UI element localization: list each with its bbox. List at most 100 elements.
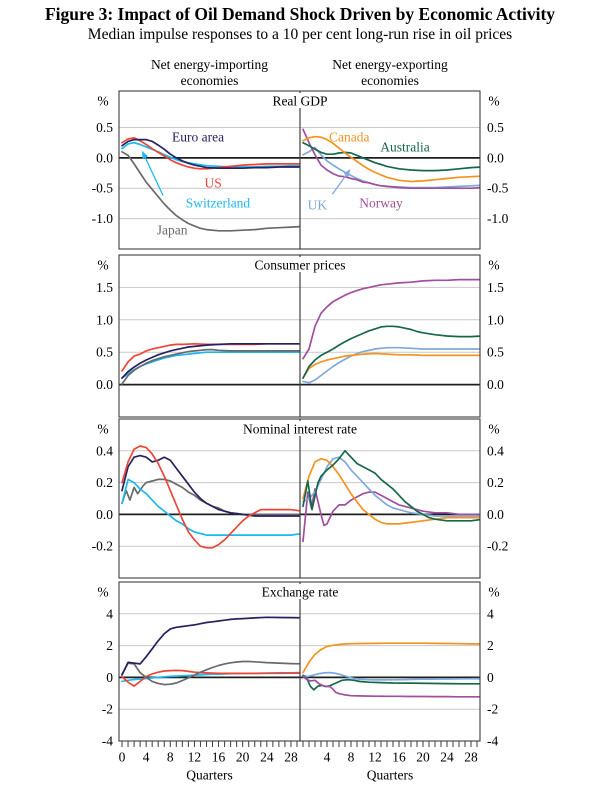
- series-cpi-exporting-norway: [302, 278, 480, 360]
- series-gdp-importing-us: [121, 136, 300, 170]
- column-header-exporting-line1: Net energy-exporting: [332, 57, 448, 72]
- y-tick-right-gdp-0.5: 0.5: [487, 120, 504, 135]
- annotation-arrow-switzerland: [141, 150, 164, 196]
- column-header-importing-line1: Net energy-importing: [150, 57, 269, 72]
- y-tick-left-rate-0.4: 0.4: [96, 443, 113, 458]
- y-tick-right-fx-2: 2: [487, 638, 494, 653]
- column-header-importing-line2: economies: [180, 72, 239, 88]
- percent-sign: %: [488, 422, 499, 437]
- panel-title-fx: Exchange rate: [262, 585, 339, 600]
- y-tick-right-cpi-0.0: 0.0: [487, 377, 504, 392]
- x-axis-title-exporting: Quarters: [367, 768, 413, 783]
- series-rate-exporting-australia: [302, 449, 480, 522]
- series-fx-exporting-uk: [302, 671, 480, 681]
- series-cpi-importing-switzerland: [121, 351, 300, 379]
- economy-label-us: US: [204, 175, 221, 190]
- y-tick-left-fx-4: 4: [106, 606, 113, 621]
- panel-title-bg-cpi: [243, 257, 357, 272]
- y-tick-left-gdp--0.5: -0.5: [92, 181, 114, 196]
- y-tick-right-fx-0: 0: [487, 670, 494, 685]
- series-cpi-importing-euro_area: [121, 342, 300, 379]
- y-tick-left-fx--2: -2: [102, 702, 113, 717]
- series-rate-exporting-canada: [302, 457, 480, 525]
- y-tick-right-rate-0.4: 0.4: [487, 443, 504, 458]
- y-tick-right-fx--4: -4: [487, 734, 498, 749]
- economy-label-uk: UK: [308, 198, 328, 213]
- percent-sign: %: [488, 258, 499, 273]
- y-tick-right-gdp-0.0: 0.0: [487, 150, 504, 165]
- x-tick-label-exporting-4: 4: [324, 750, 331, 765]
- series-rate-exporting-uk: [302, 456, 480, 517]
- panel-frame-fx-exporting: [299, 581, 481, 742]
- x-tick-label-exporting-28: 28: [464, 750, 478, 765]
- x-tick-label-importing-24: 24: [260, 750, 274, 765]
- series-cpi-importing-japan: [121, 348, 300, 385]
- y-tick-left-cpi-0.5: 0.5: [96, 345, 113, 360]
- series-cpi-importing-us: [121, 342, 300, 372]
- series-rate-importing-switzerland: [121, 478, 300, 536]
- series-gdp-exporting-australia: [302, 141, 480, 172]
- economy-label-switzerland: Switzerland: [186, 195, 251, 210]
- y-tick-left-gdp-0.0: 0.0: [96, 150, 113, 165]
- x-tick-label-exporting-24: 24: [440, 750, 454, 765]
- column-header-exporting: Net energy-exporting economies: [300, 57, 480, 89]
- x-tick-label-importing-0: 0: [119, 750, 126, 765]
- y-tick-right-fx-4: 4: [487, 606, 494, 621]
- economy-label-euro_area: Euro area: [172, 130, 224, 145]
- series-fx-exporting-australia: [302, 674, 480, 691]
- x-tick-label-exporting-16: 16: [392, 750, 406, 765]
- panel-title-rate: Nominal interest rate: [243, 422, 357, 437]
- series-fx-importing-us: [121, 669, 300, 687]
- y-tick-left-cpi-1.5: 1.5: [96, 280, 113, 295]
- y-tick-left-fx-2: 2: [106, 638, 113, 653]
- annotation-arrow-uk: [331, 169, 351, 195]
- y-tick-right-cpi-1.0: 1.0: [487, 312, 504, 327]
- percent-sign: %: [97, 585, 108, 600]
- y-tick-left-cpi-1.0: 1.0: [96, 312, 113, 327]
- panel-frame-gdp-importing: [118, 90, 301, 250]
- series-gdp-exporting-canada: [302, 135, 480, 183]
- series-fx-importing-japan: [121, 660, 300, 686]
- panel-frame-cpi-importing: [118, 254, 301, 418]
- y-tick-left-rate--0.2: -0.2: [92, 539, 113, 554]
- series-fx-exporting-norway: [302, 675, 480, 698]
- panel-frame-rate-importing: [118, 418, 301, 579]
- x-tick-label-exporting-8: 8: [348, 750, 355, 765]
- y-tick-left-gdp--1.0: -1.0: [92, 211, 114, 226]
- y-tick-left-cpi-0.0: 0.0: [96, 377, 113, 392]
- x-tick-label-importing-8: 8: [167, 750, 174, 765]
- y-tick-right-cpi-0.5: 0.5: [487, 345, 504, 360]
- x-tick-label-exporting-12: 12: [368, 750, 382, 765]
- economy-label-canada: Canada: [329, 130, 369, 145]
- percent-sign: %: [97, 258, 108, 273]
- y-tick-right-rate-0.0: 0.0: [487, 507, 504, 522]
- panel-title-gdp: Real GDP: [272, 94, 327, 109]
- x-tick-label-importing-12: 12: [188, 750, 202, 765]
- percent-sign: %: [488, 94, 499, 109]
- panel-title-cpi: Consumer prices: [254, 258, 345, 273]
- series-gdp-importing-japan: [121, 150, 300, 232]
- panel-frame-cpi-exporting: [299, 254, 481, 418]
- series-fx-importing-euro_area: [121, 616, 300, 676]
- series-cpi-exporting-uk: [302, 346, 480, 384]
- panel-frame-fx-importing: [118, 581, 301, 742]
- series-cpi-exporting-australia: [302, 325, 480, 379]
- economy-label-australia: Australia: [380, 139, 430, 154]
- x-tick-label-importing-28: 28: [284, 750, 298, 765]
- y-tick-right-fx--2: -2: [487, 702, 498, 717]
- economy-label-norway: Norway: [359, 195, 403, 210]
- economy-label-japan: Japan: [157, 223, 188, 238]
- panel-title-bg-gdp: [266, 93, 334, 108]
- x-tick-label-importing-16: 16: [212, 750, 226, 765]
- series-rate-importing-us: [121, 445, 300, 549]
- y-tick-right-gdp--0.5: -0.5: [487, 181, 509, 196]
- column-header-importing: Net energy-importing economies: [119, 57, 300, 89]
- percent-sign: %: [488, 585, 499, 600]
- series-gdp-importing-euro_area: [121, 138, 300, 170]
- column-header-exporting-line2: economies: [361, 72, 419, 88]
- panel-frame-gdp-exporting: [299, 90, 481, 250]
- panel-frame-rate-exporting: [299, 418, 481, 579]
- series-cpi-exporting-canada: [302, 352, 480, 379]
